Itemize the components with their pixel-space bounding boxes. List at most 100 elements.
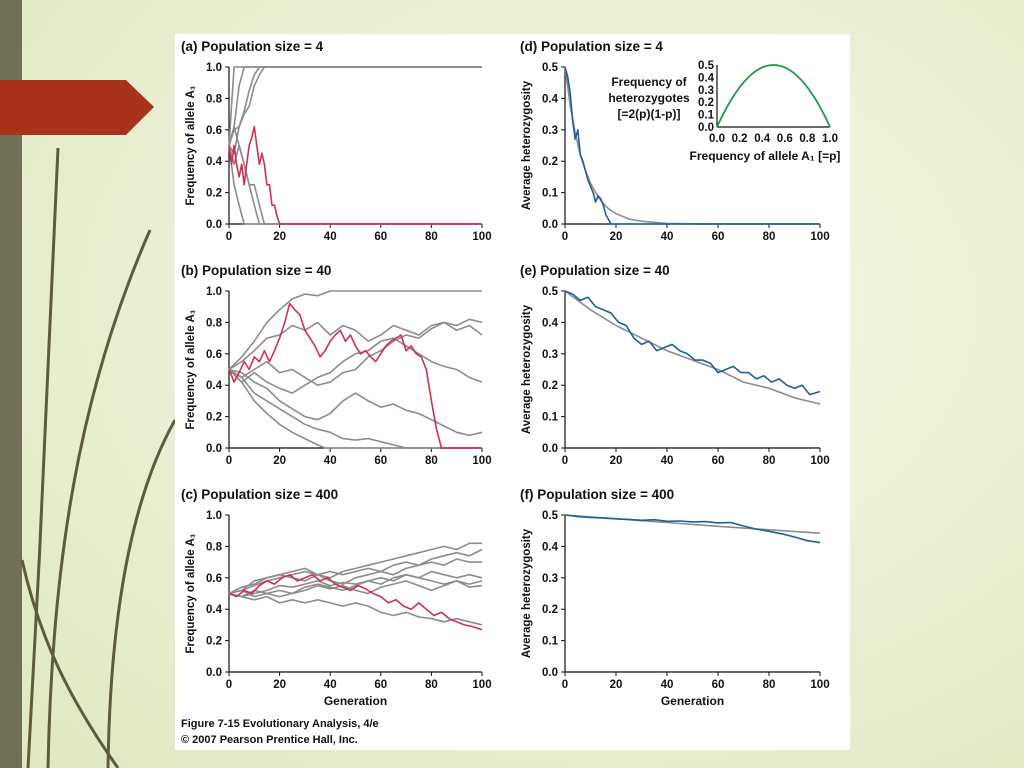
series-line-0 xyxy=(564,66,820,225)
inset-x-tick-label: 0.4 xyxy=(754,133,771,145)
series-line-6 xyxy=(228,125,482,225)
series-line-6 xyxy=(228,592,483,626)
y-tick-label: 0.0 xyxy=(206,667,222,679)
chart-b: (b) Population size = 40 0.0 0.2 0.4 0.6 0.8 1… xyxy=(181,263,492,467)
y-tick-label: 0.4 xyxy=(542,541,559,553)
chart-title: (a) Population size = 4 xyxy=(181,39,324,54)
y-axis-label: Frequency of allele A₁ xyxy=(185,85,197,205)
inset-y-ticks: 0.00.10.20.30.40.5 xyxy=(698,60,715,134)
inset-y-tick-label: 0.2 xyxy=(698,97,714,109)
x-tick-label: 100 xyxy=(810,231,829,243)
x-tick-label: 80 xyxy=(425,455,438,467)
y-tick-label: 0.5 xyxy=(542,286,559,298)
x-tick-label: 60 xyxy=(712,679,725,691)
chart-f: (f) Population size = 400 0.0 0.1 0.2 0.3 0.4… xyxy=(520,487,830,708)
inset-xlabel: Frequency of allele A₁ [=p] xyxy=(690,149,841,163)
series-line-5 xyxy=(228,580,483,598)
inset-y-tick-label: 0.0 xyxy=(698,122,714,134)
x-tick-label: 40 xyxy=(324,231,337,243)
y-tick-label: 0.8 xyxy=(206,317,223,329)
inset-x-ticks: 0.0 0.2 0.4 0.6 0.8 1.0 xyxy=(709,133,838,145)
x-tick-label: 40 xyxy=(324,455,337,467)
decor-line-4 xyxy=(20,559,120,768)
chart-c: (c) Population size = 400 0.0 0.2 0.4 0.6 0.8… xyxy=(181,487,492,708)
inset-x-tick-label: 1.0 xyxy=(822,133,838,145)
y-tick-label: 0.2 xyxy=(542,380,558,392)
x-axis-label: Generation xyxy=(324,694,387,708)
y-tick-label: 0.6 xyxy=(206,349,222,361)
x-tick-label: 40 xyxy=(661,679,674,691)
x-tick-label: 20 xyxy=(610,679,623,691)
y-tick-label: 0.4 xyxy=(206,604,223,616)
series-line-1 xyxy=(228,318,483,371)
series-line-1 xyxy=(228,66,482,146)
x-tick-label: 40 xyxy=(661,455,674,467)
y-tick-label: 0.4 xyxy=(206,156,223,168)
x-tick-label: 100 xyxy=(810,679,829,691)
inset-ylabel-line2: heterozygotes xyxy=(608,91,690,105)
series-line-7 xyxy=(228,302,482,449)
inset-y-tick-label: 0.5 xyxy=(698,60,715,72)
inset-chart: Frequency of heterozygotes [=2(p)(1-p)] … xyxy=(608,60,840,163)
y-tick-label: 0.8 xyxy=(206,541,223,553)
x-tick-label: 80 xyxy=(763,231,776,243)
x-tick-label: 0 xyxy=(226,231,232,243)
x-tick-label: 0 xyxy=(562,231,568,243)
inset-y-tick-label: 0.3 xyxy=(698,85,714,97)
inset-y-tick-label: 0.1 xyxy=(698,110,715,122)
series-line-5 xyxy=(228,368,482,449)
inset-ylabel-line3: [=2(p)(1-p)] xyxy=(618,107,681,121)
y-tick-label: 0.0 xyxy=(542,219,558,231)
x-tick-label: 0 xyxy=(562,679,568,691)
inset-x-tick-label: 0.2 xyxy=(732,133,748,145)
y-tick-label: 0.4 xyxy=(542,93,559,105)
y-tick-label: 0.3 xyxy=(542,125,558,137)
x-tick-label: 60 xyxy=(712,455,725,467)
x-axis-label: Generation xyxy=(661,694,724,708)
series-line-7 xyxy=(228,125,482,225)
x-tick-label: 100 xyxy=(472,679,491,691)
x-tick-label: 80 xyxy=(763,679,776,691)
x-tick-label: 60 xyxy=(374,231,387,243)
series-line-2 xyxy=(228,321,483,386)
y-tick-label: 0.5 xyxy=(542,510,559,522)
series-line-1 xyxy=(564,290,821,396)
decor-line-1 xyxy=(26,147,60,768)
x-tick-label: 40 xyxy=(661,231,674,243)
chart-e: (e) Population size = 40 0.0 0.1 0.2 0.3 0.4 0… xyxy=(520,263,830,467)
x-tick-label: 100 xyxy=(472,455,491,467)
figure-svg: (a) Population size = 4 0.0 0.2 0.4 0.6 0.8 1.… xyxy=(181,39,840,746)
y-tick-label: 0.2 xyxy=(206,412,222,424)
series-line-2 xyxy=(228,66,482,146)
series-line-0 xyxy=(228,66,482,146)
y-tick-label: 0.0 xyxy=(206,443,222,455)
x-tick-label: 20 xyxy=(610,455,623,467)
series-line-3 xyxy=(228,66,482,155)
y-tick-label: 0.8 xyxy=(206,93,223,105)
y-tick-label: 0.3 xyxy=(542,349,558,361)
x-tick-label: 60 xyxy=(374,679,387,691)
x-tick-label: 80 xyxy=(763,455,776,467)
x-tick-label: 100 xyxy=(810,455,829,467)
x-tick-label: 0 xyxy=(226,679,232,691)
x-tick-label: 20 xyxy=(273,455,286,467)
decor-line-3 xyxy=(106,419,177,768)
y-tick-label: 1.0 xyxy=(206,286,222,298)
left-strip xyxy=(0,0,22,768)
x-tick-label: 80 xyxy=(425,679,438,691)
series-line-7 xyxy=(228,573,483,631)
inset-x-tick-label: 0.8 xyxy=(799,133,816,145)
y-tick-label: 1.0 xyxy=(206,62,222,74)
series-line-6 xyxy=(228,368,482,449)
arrow-shape xyxy=(0,80,154,135)
figure-panel: (a) Population size = 4 0.0 0.2 0.4 0.6 0.8 1.… xyxy=(175,34,850,750)
y-tick-label: 0.2 xyxy=(542,156,558,168)
x-tick-label: 40 xyxy=(324,679,337,691)
y-tick-label: 0.1 xyxy=(542,412,559,424)
y-tick-label: 0.0 xyxy=(206,219,222,231)
y-tick-label: 0.6 xyxy=(206,125,222,137)
series-line-4 xyxy=(228,573,483,598)
x-tick-label: 100 xyxy=(472,231,491,243)
x-tick-label: 60 xyxy=(712,231,725,243)
